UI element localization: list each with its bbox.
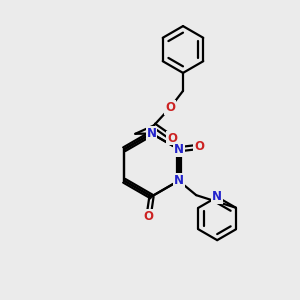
Text: O: O: [143, 210, 154, 224]
Text: N: N: [146, 127, 157, 140]
Text: O: O: [167, 131, 177, 145]
Text: N: N: [174, 143, 184, 156]
Text: O: O: [165, 101, 176, 114]
Text: O: O: [194, 140, 204, 153]
Text: N: N: [174, 174, 184, 187]
Text: N: N: [212, 190, 222, 203]
